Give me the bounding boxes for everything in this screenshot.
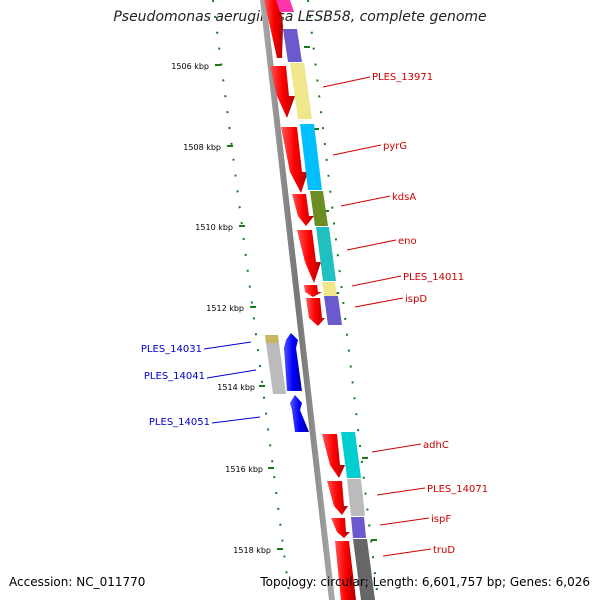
gene-arrow[interactable] [306, 298, 325, 326]
cog-box [324, 296, 342, 325]
gene-label[interactable]: kdsA [392, 192, 416, 203]
gene-arrow[interactable] [297, 230, 321, 283]
gene-arrow[interactable] [281, 127, 308, 193]
kbp-label: 1516 kbp [225, 465, 263, 474]
gene-arrow[interactable] [331, 518, 350, 538]
kbp-label: 1506 kbp [171, 62, 209, 71]
gene-label[interactable]: PLES_14051 [149, 417, 210, 428]
reverse-gene-labels: PLES_14031 PLES_14041 PLES_14051 [141, 341, 261, 428]
gene-label[interactable]: ispD [405, 294, 427, 305]
gene-label[interactable]: adhC [423, 440, 449, 451]
cog-box [310, 191, 328, 226]
gene-arrow[interactable] [264, 0, 283, 58]
genome-summary-text: Topology: circular; Length: 6,601,757 bp… [260, 575, 590, 589]
gene-arrow[interactable] [322, 434, 345, 478]
gene-label[interactable]: pyrG [383, 141, 407, 152]
kbp-label: 1514 kbp [217, 383, 255, 392]
gene-arrow[interactable] [327, 481, 348, 515]
forward-cog-boxes [276, 0, 375, 600]
kbp-label: 1512 kbp [206, 304, 244, 313]
cog-box [276, 0, 294, 12]
gene-label[interactable]: PLES_14011 [403, 272, 464, 283]
cog-box [341, 432, 361, 478]
cog-box [266, 343, 286, 394]
cog-box [347, 479, 365, 516]
cog-box [322, 282, 337, 296]
kbp-label: 1518 kbp [233, 546, 271, 555]
cog-box [283, 29, 302, 62]
gene-label[interactable]: truD [433, 545, 455, 556]
reverse-gene-arrows [265, 333, 309, 432]
gene-label[interactable]: eno [398, 236, 417, 247]
kbp-ticks: 1506 kbp 1508 kbp 1510 kbp 1512 kbp 1514… [171, 62, 283, 555]
cog-box [351, 517, 366, 538]
kbp-label: 1508 kbp [183, 143, 221, 152]
gene-label[interactable]: PLES_14041 [144, 371, 205, 382]
gene-label[interactable]: PLES_14071 [427, 484, 488, 495]
forward-gene-arrows [264, 0, 356, 600]
cog-box [300, 124, 322, 190]
gene-arrow[interactable] [290, 395, 309, 432]
gene-arrow[interactable] [335, 541, 356, 600]
gene-label[interactable]: PLES_13971 [372, 72, 433, 83]
accession-text: Accession: NC_011770 [9, 575, 146, 589]
kbp-label: 1510 kbp [195, 223, 233, 232]
cog-box [265, 335, 279, 343]
gene-arrow[interactable] [284, 333, 302, 391]
map-title: Pseudomonas aeruginosa LESB58, complete … [113, 9, 487, 25]
gene-arrow[interactable] [292, 194, 314, 226]
cog-box [290, 63, 312, 119]
gene-label[interactable]: ispF [431, 514, 451, 525]
cog-box [353, 539, 375, 600]
gene-arrow[interactable] [270, 66, 295, 118]
cog-box [316, 227, 336, 281]
genome-backbone [260, 0, 335, 600]
gene-arrow[interactable] [304, 285, 322, 297]
gene-label[interactable]: PLES_14031 [141, 344, 202, 355]
forward-gene-labels: PLES_13971 pyrG kdsA eno PLES_14011 ispD… [322, 72, 488, 557]
